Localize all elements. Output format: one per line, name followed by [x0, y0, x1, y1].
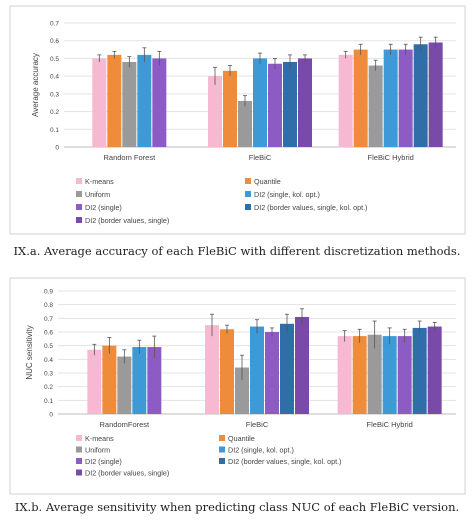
- legend-swatch: [76, 435, 82, 441]
- bar-di2-border-values-single: [295, 316, 309, 414]
- y-tick-label: 0.2: [50, 109, 59, 116]
- bar-quantile: [223, 70, 237, 147]
- bar-di2-border-values-single-kol-opt: [412, 327, 427, 414]
- x-tick-label: FleBiC Hybrid: [367, 420, 413, 429]
- bar-k-means: [337, 336, 352, 414]
- legend-swatch: [76, 446, 82, 453]
- legend-label: Uniform: [85, 446, 110, 455]
- bar-uniform: [235, 367, 249, 414]
- bar-di2-border-values-single: [428, 42, 443, 147]
- legend-label: DI2 (single): [85, 457, 122, 466]
- bar-quantile: [102, 345, 117, 414]
- legend-label: DI2 (single, kol. opt.): [254, 190, 320, 199]
- legend-label: Quantile: [254, 177, 281, 186]
- bar-uniform: [122, 61, 137, 147]
- y-tick-label: 0.5: [50, 56, 59, 63]
- legend-swatch: [76, 469, 82, 476]
- legend-label: Uniform: [85, 190, 110, 199]
- bar-di2-border-values-single-kol-opt: [283, 61, 297, 147]
- y-tick-label: 0.1: [44, 398, 53, 405]
- bar-di2-border-values-single-kol-opt: [413, 44, 428, 147]
- bar-di2-single-kol-opt: [137, 54, 152, 148]
- bar-uniform: [368, 65, 383, 147]
- bar-k-means: [87, 349, 102, 414]
- y-tick-label: 0.4: [50, 74, 59, 81]
- bar-di2-single-kol-opt: [253, 58, 267, 147]
- legend-label: Quantile: [228, 434, 255, 443]
- y-tick-label: 0.2: [44, 384, 53, 391]
- y-tick-label: 0: [49, 412, 53, 419]
- bar-di2-single: [397, 336, 412, 414]
- caption-sensitivity: IX.b. Average sensitivity when predictin…: [14, 500, 460, 514]
- y-tick-label: 0.1: [50, 127, 59, 134]
- bar-di2-single: [268, 63, 282, 147]
- bar-k-means: [92, 58, 107, 147]
- y-tick-label: 0.6: [44, 330, 53, 337]
- y-axis-label: NUC sensitivity: [25, 325, 34, 379]
- bar-quantile: [107, 54, 122, 148]
- x-tick-label: FleBiC Hybrid: [368, 153, 414, 162]
- bar-di2-single-kol-opt: [382, 336, 397, 414]
- bar-k-means: [338, 54, 353, 148]
- chart-nuc-sensitivity: 0 0.1 0.2 0.3 0.4 0.5 0.6 0.7 0.8 0.9 NUC sensitiv…: [25, 289, 456, 478]
- legend-swatch: [76, 191, 82, 197]
- legend-swatch: [245, 178, 251, 184]
- y-tick-label: 0.4: [44, 357, 53, 364]
- legend-swatch: [76, 204, 82, 210]
- legend-swatch: [245, 204, 251, 210]
- legend-swatch: [219, 435, 225, 441]
- bar-di2-single: [398, 49, 413, 148]
- bar-di2-single-kol-opt: [250, 326, 264, 414]
- legend-label: K-means: [85, 434, 114, 443]
- legend-label: DI2 (border values, single, kol. opt.): [228, 457, 341, 466]
- y-tick-label: 0.6: [50, 38, 59, 45]
- chart-a-frame: [9, 5, 466, 235]
- bar-k-means: [205, 325, 219, 414]
- bar-di2-single: [152, 58, 167, 147]
- y-axis-label: Average accuracy: [31, 53, 40, 117]
- x-tick-label: Random Forest: [103, 153, 156, 162]
- caption-accuracy: IX.a. Average accuracy of each FleBiC wi…: [13, 244, 461, 258]
- legend-label: K-means: [85, 177, 114, 186]
- y-tick-label: 0.3: [50, 91, 59, 98]
- bar-di2-single: [147, 347, 162, 414]
- bar-quantile: [352, 336, 367, 414]
- bar-uniform: [238, 100, 252, 147]
- y-tick-label: 0.7: [50, 21, 59, 28]
- bar-quantile: [220, 329, 234, 414]
- legend-swatch: [76, 217, 82, 223]
- legend-swatch: [76, 178, 82, 184]
- bar-di2-single-kol-opt: [383, 49, 398, 148]
- y-tick-label: 0.3: [44, 371, 53, 378]
- legend-swatch: [219, 446, 225, 453]
- y-tick-label: 0: [55, 145, 59, 152]
- legend-swatch: [245, 191, 251, 197]
- bar-di2-border-values-single: [298, 58, 312, 147]
- bar-k-means: [208, 76, 222, 147]
- bar-di2-border-values-single: [427, 326, 442, 414]
- legend-label: DI2 (single, kol. opt.): [228, 446, 294, 455]
- bar-di2-single-kol-opt: [132, 347, 147, 414]
- legend-swatch: [76, 458, 82, 464]
- legend-label: DI2 (single): [85, 203, 122, 212]
- bar-uniform: [367, 334, 382, 414]
- y-tick-label: 0.8: [44, 302, 53, 309]
- bar-di2-border-values-single-kol-opt: [280, 323, 294, 414]
- legend-label: DI2 (border values, single, kol. opt.): [254, 203, 367, 212]
- legend-label: DI2 (border values, single): [85, 469, 169, 478]
- legend-label: DI2 (border values, single): [85, 216, 169, 225]
- y-tick-label: 0.7: [44, 316, 53, 323]
- x-tick-label: FleBiC: [249, 153, 272, 162]
- bar-uniform: [117, 356, 132, 414]
- legend-swatch: [219, 458, 225, 464]
- x-tick-label: RandomForest: [100, 420, 151, 429]
- y-tick-label: 0.5: [44, 343, 53, 350]
- x-tick-label: FleBiC: [246, 420, 269, 429]
- chart-accuracy: 0 0.1 0.2 0.3 0.4 0.5 0.6 0.7 Average accuracy Ra…: [31, 21, 456, 225]
- bar-quantile: [353, 49, 368, 148]
- chart-b-frame: [9, 277, 466, 495]
- y-tick-label: 0.9: [44, 289, 53, 296]
- bar-di2-single: [265, 332, 279, 414]
